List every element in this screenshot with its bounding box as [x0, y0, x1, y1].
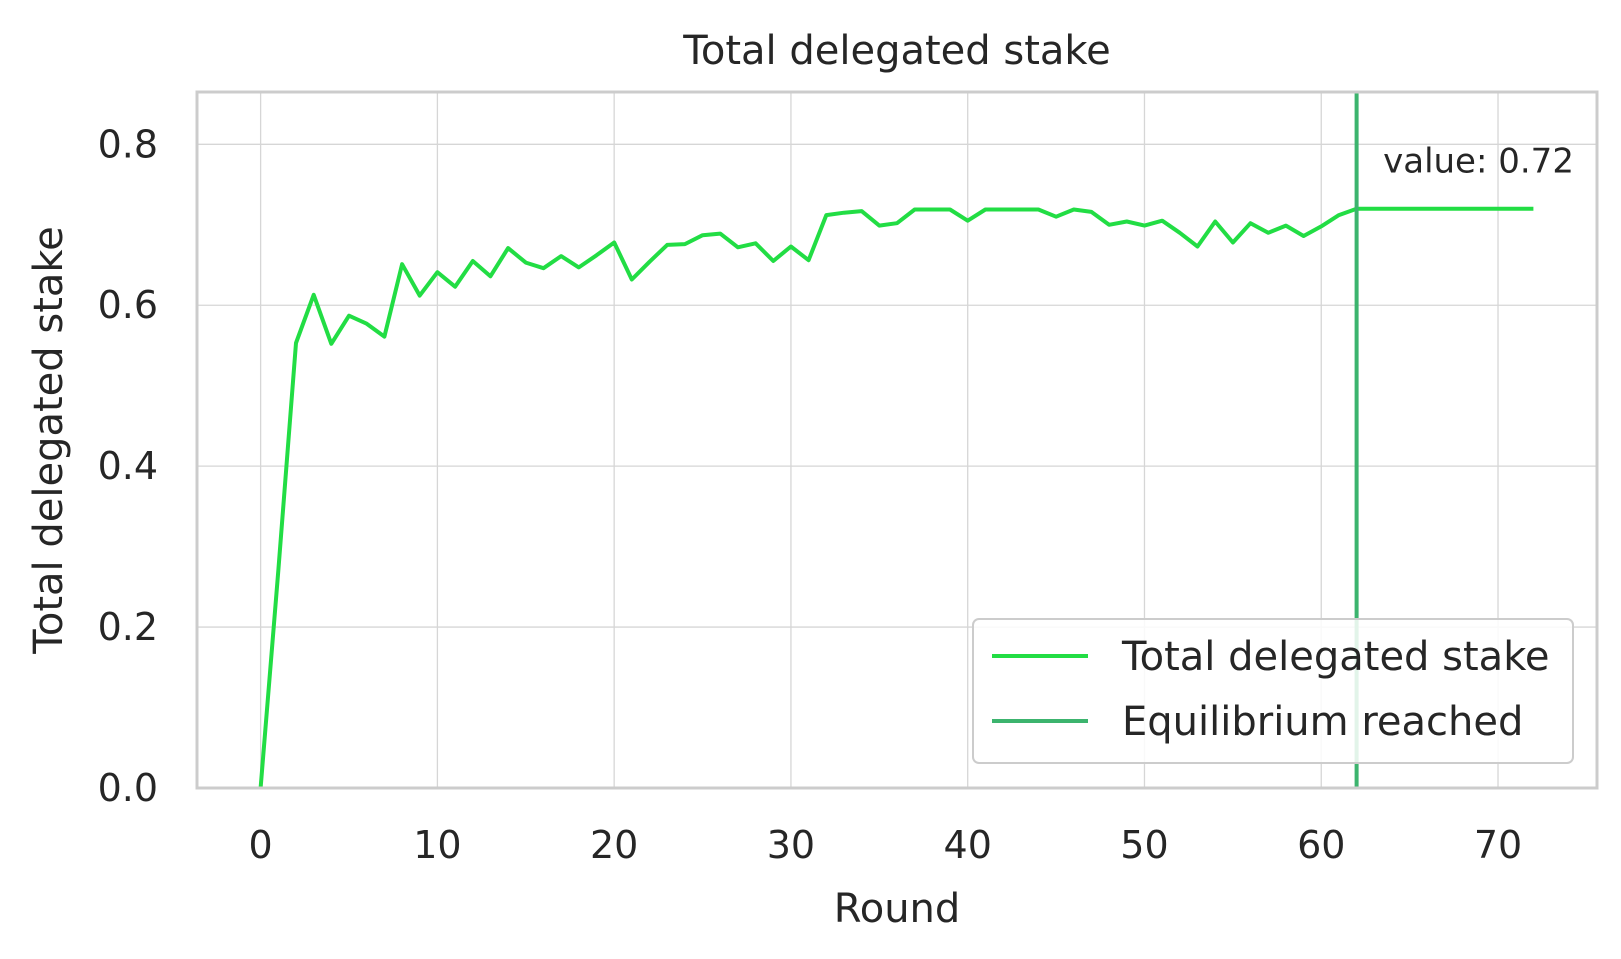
y-tick-label: 0.6: [98, 283, 158, 327]
legend-label-equilibrium-reached: Equilibrium reached: [1122, 699, 1523, 745]
annotation-label: value: 0.72: [1383, 141, 1574, 181]
plot-frame: [195, 90, 1599, 790]
legend-box: [972, 618, 1574, 764]
legend: Total delegated stake Equilibrium reache…: [972, 618, 1574, 764]
y-tick-label: 0.0: [98, 766, 158, 810]
legend-label-total-delegated-stake: Total delegated stake: [1121, 634, 1550, 680]
y-tick-label: 0.4: [98, 444, 158, 488]
x-tick-label: 10: [413, 823, 461, 867]
chart-title: Total delegated stake: [682, 28, 1111, 74]
y-tick-label: 0.8: [98, 122, 158, 166]
y-tick-labels: 0.0 0.2 0.4 0.6 0.8: [98, 122, 158, 810]
x-axis-label: Round: [834, 886, 961, 932]
x-tick-label: 70: [1474, 823, 1522, 867]
x-tick-label: 20: [590, 823, 638, 867]
x-tick-label: 40: [944, 823, 992, 867]
x-tick-label: 0: [249, 823, 273, 867]
x-tick-label: 30: [767, 823, 815, 867]
annotation-layer: value: 0.72: [1383, 141, 1574, 181]
x-tick-labels: 0 10 20 30 40 50 60 70: [249, 823, 1523, 867]
x-tick-label: 60: [1297, 823, 1345, 867]
y-tick-label: 0.2: [98, 605, 158, 649]
x-tick-label: 50: [1120, 823, 1168, 867]
y-axis-label: Total delegated stake: [26, 226, 72, 655]
series-line-total-delegated-stake: [258, 206, 1534, 789]
